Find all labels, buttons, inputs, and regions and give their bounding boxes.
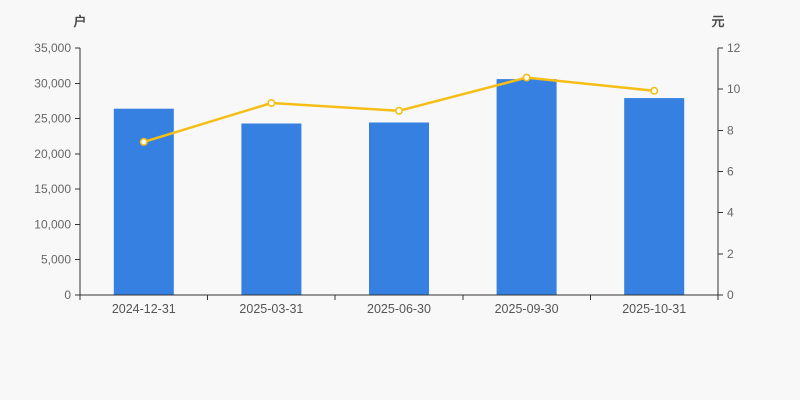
left-axis-unit-label: 户	[73, 14, 87, 29]
line-marker-2025-09-30[interactable]	[522, 73, 531, 82]
x-axis-label-2025-06-30: 2025-06-30	[367, 302, 431, 316]
left-axis-tick-label: 25,000	[34, 112, 71, 126]
line-marker-2025-06-30[interactable]	[394, 106, 403, 115]
line-marker-2025-03-31[interactable]	[267, 99, 276, 108]
line-marker-2025-10-31[interactable]	[650, 86, 659, 95]
line-marker-2024-12-31[interactable]	[139, 137, 148, 146]
left-axis-tick-label: 15,000	[34, 182, 71, 196]
right-axis-unit-label: 元	[711, 14, 725, 29]
x-axis-label-2025-09-30: 2025-09-30	[495, 302, 559, 316]
bar-2025-10-31[interactable]	[624, 98, 685, 295]
left-axis-tick-label: 20,000	[34, 147, 71, 161]
left-axis-tick-label: 5,000	[41, 253, 71, 267]
bar-2025-09-30[interactable]	[496, 79, 557, 295]
right-axis-tick-label: 8	[727, 123, 734, 137]
left-axis-tick-label: 10,000	[34, 217, 71, 231]
right-axis-tick-label: 4	[727, 206, 734, 220]
right-axis-tick-label: 2	[727, 247, 734, 261]
right-axis-tick-label: 0	[727, 288, 734, 302]
right-axis-tick-label: 10	[727, 82, 741, 96]
right-axis-tick-label: 12	[727, 41, 741, 55]
right-axis-tick-label: 6	[727, 165, 734, 179]
x-axis-label-2025-03-31: 2025-03-31	[239, 302, 303, 316]
bar-2025-06-30[interactable]	[369, 122, 429, 296]
left-axis-tick-label: 35,000	[34, 41, 71, 55]
left-axis-tick-label: 30,000	[34, 76, 71, 90]
left-axis-tick-label: 0	[64, 288, 71, 302]
x-axis-label-2025-10-31: 2025-10-31	[622, 302, 686, 316]
x-axis-label-2024-12-31: 2024-12-31	[112, 302, 176, 316]
bar-2025-03-31[interactable]	[241, 123, 302, 296]
